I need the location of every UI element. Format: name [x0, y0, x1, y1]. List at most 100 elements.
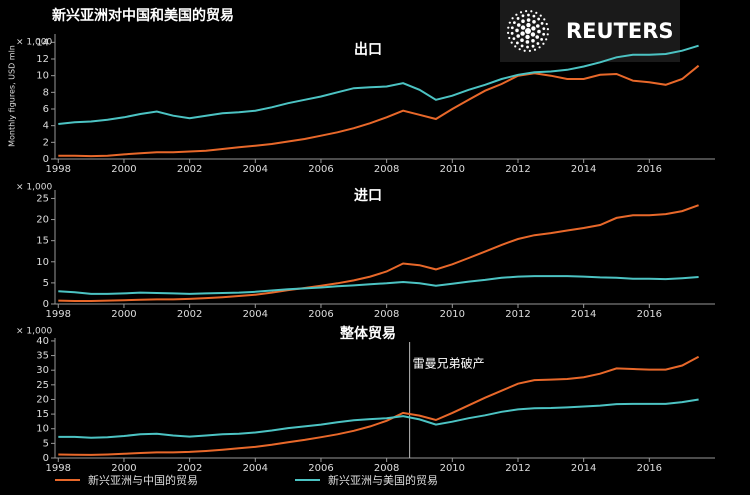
y-axis-label: Monthly figures, USD mln — [8, 45, 17, 147]
logo-dot — [535, 11, 538, 14]
logo-dot — [533, 48, 537, 51]
x-tick-label: 2006 — [308, 164, 333, 175]
x-tick-label: 2008 — [374, 309, 399, 320]
x-tick-label: 2014 — [571, 463, 596, 474]
logo-dot — [530, 10, 533, 13]
y-tick-label: 14 — [36, 37, 49, 48]
x-tick-label: 2014 — [571, 309, 596, 320]
annotation-text: 雷曼兄弟破产 — [413, 356, 485, 371]
logo-dot — [546, 28, 550, 31]
logo-dot — [525, 34, 530, 40]
x-tick-label: 2000 — [111, 463, 136, 474]
x-tick-label: 2000 — [111, 164, 136, 175]
x-tick-label: 2002 — [177, 309, 202, 320]
y-tick-label: 25 — [36, 380, 49, 391]
logo-dot — [542, 27, 546, 31]
y-tick-label: 4 — [43, 121, 49, 132]
logo-dot — [532, 14, 536, 18]
logo-text: REUTERS — [566, 19, 674, 43]
x-tick-label: 2012 — [505, 463, 530, 474]
x-tick-label: 2016 — [637, 164, 662, 175]
x-tick-label: 2006 — [308, 309, 333, 320]
logo-dot — [521, 14, 525, 18]
y-tick-label: 10 — [36, 257, 49, 268]
logo-dot — [510, 26, 514, 30]
logo-dot — [510, 41, 513, 44]
y-tick-label: 30 — [36, 365, 49, 376]
logo-dot — [514, 45, 517, 48]
x-tick-label: 2008 — [374, 463, 399, 474]
x-tick-label: 1998 — [46, 164, 71, 175]
logo-dot — [542, 42, 545, 45]
series-line — [58, 355, 700, 456]
logo-mark — [506, 9, 550, 53]
y-tick-label: 20 — [36, 215, 49, 226]
logo-dot — [515, 41, 519, 45]
panel-title: 整体贸易 — [339, 325, 396, 342]
x-tick-label: 1998 — [46, 309, 71, 320]
logo-dot — [543, 18, 546, 21]
y-tick-label: 10 — [36, 424, 49, 435]
multiplier-label: × 1,000 — [16, 327, 52, 337]
y-tick-label: 2 — [43, 137, 49, 148]
logo-dot — [525, 40, 530, 44]
series-line — [58, 275, 699, 295]
logo-dot — [506, 31, 510, 34]
logo-dot — [545, 38, 548, 41]
y-tick-label: 35 — [36, 351, 49, 362]
logo-dot — [516, 23, 521, 27]
logo-dot — [532, 19, 536, 24]
logo-dot — [531, 44, 535, 48]
y-tick-label: 5 — [43, 438, 49, 449]
logo-dot — [516, 17, 520, 20]
x-tick-label: 2004 — [243, 463, 268, 474]
logo-dot — [531, 26, 536, 31]
x-tick-label: 1998 — [46, 463, 71, 474]
y-tick-label: 15 — [36, 236, 49, 247]
y-tick-label: 25 — [36, 193, 49, 204]
logo-dot — [523, 49, 526, 52]
legend-label: 新兴亚洲与中国的贸易 — [88, 473, 198, 487]
series-line — [58, 204, 699, 302]
logo-dot — [528, 49, 531, 53]
logo-dot — [545, 22, 548, 26]
x-tick-label: 2014 — [571, 164, 596, 175]
x-tick-label: 2006 — [308, 463, 333, 474]
logo-dot — [520, 44, 524, 48]
x-tick-label: 2016 — [637, 463, 662, 474]
y-tick-label: 0 — [43, 154, 49, 165]
logo-dot — [521, 19, 525, 23]
logo-dot — [525, 28, 531, 34]
logo-dot — [539, 14, 542, 17]
logo-dot — [508, 21, 511, 24]
logo-dot — [537, 17, 541, 21]
logo-dot — [526, 22, 531, 28]
logo-dot — [542, 32, 546, 36]
logo-dot — [520, 38, 524, 43]
logo-dot — [540, 38, 544, 41]
logo-dot — [540, 22, 544, 25]
logo-dot — [507, 26, 510, 29]
multiplier-label: × 1,000 — [16, 183, 52, 193]
series-line — [58, 398, 699, 439]
series-line — [58, 64, 700, 158]
series-line — [58, 44, 699, 125]
logo-dot — [520, 25, 526, 30]
logo-dot — [530, 32, 536, 37]
y-tick-label: 15 — [36, 409, 49, 420]
logo-dot — [535, 35, 540, 39]
logo-dot — [527, 13, 530, 17]
y-tick-label: 40 — [36, 336, 49, 347]
x-tick-label: 2012 — [505, 164, 530, 175]
panel-title: 出口 — [354, 41, 382, 58]
logo-dot — [520, 31, 525, 36]
logo-dot — [526, 45, 529, 49]
multiplier-label: × 1,000 — [16, 38, 52, 48]
logo-dot — [519, 11, 523, 14]
x-tick-label: 2010 — [440, 309, 465, 320]
logo-dot — [515, 28, 519, 33]
logo-dot — [518, 48, 521, 51]
